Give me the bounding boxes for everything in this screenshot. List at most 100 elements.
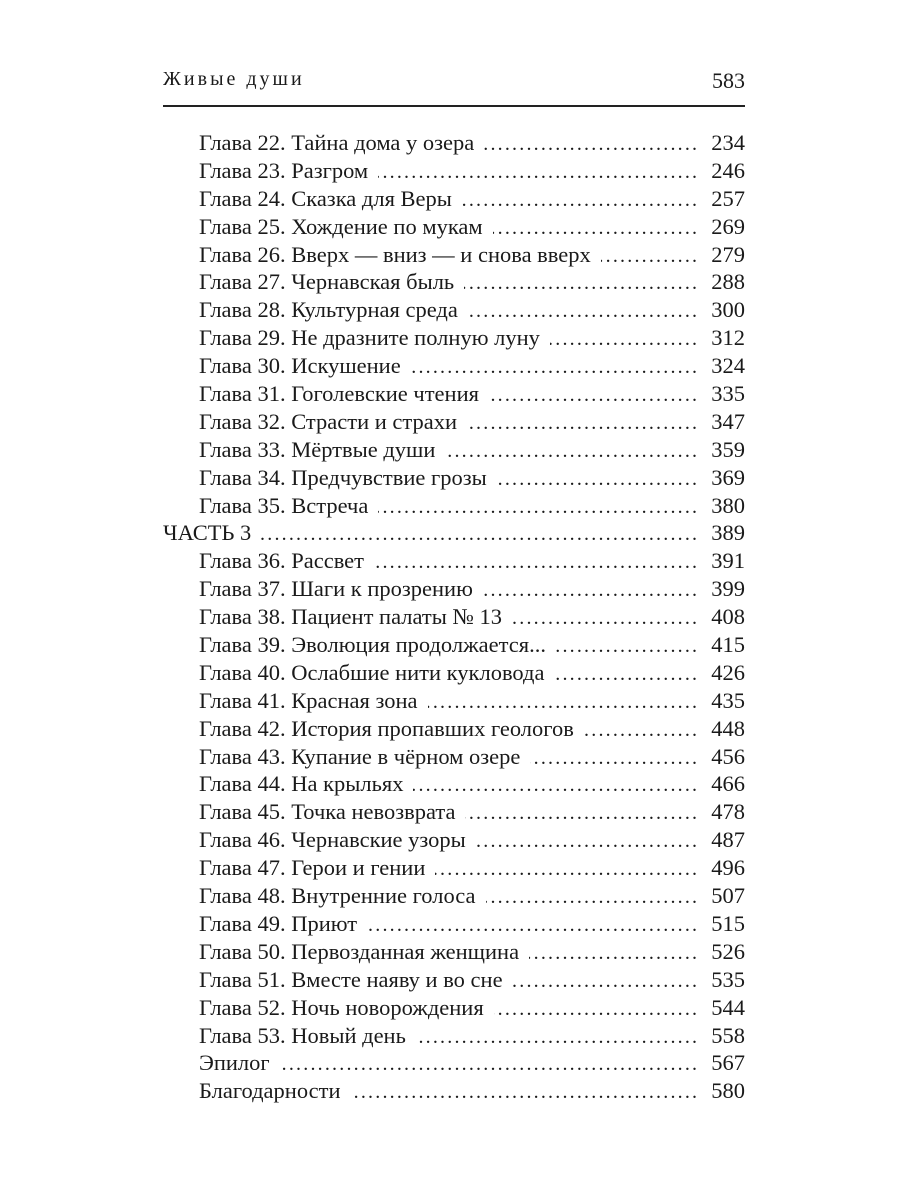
toc-entry-title: Глава 22. Тайна дома у озера — [199, 130, 475, 155]
toc-entry: Глава 40. Ослабшие нити кукловода 426 — [163, 659, 745, 687]
toc-entry-page: 487 — [711, 827, 745, 853]
header-rule — [163, 105, 745, 107]
toc-entry-title: Глава 48. Внутренние голоса — [199, 883, 476, 909]
toc-entry-title: Глава 32. Страсти и страхи — [199, 408, 458, 434]
toc-leader-dots — [476, 828, 699, 856]
toc-leader-dots — [378, 159, 699, 187]
toc-entry-page: 478 — [711, 799, 745, 825]
toc-entry: Глава 22. Тайна дома у озера 234 — [163, 129, 745, 157]
toc-entry-title: Глава 31. Гоголевские чтения — [199, 381, 479, 407]
toc-entry-title: Глава 37. Шаги к прозрению — [199, 576, 473, 602]
toc-entry-title: Глава 44. На крыльях — [199, 771, 404, 797]
toc-entry-page: 324 — [711, 353, 745, 379]
toc-leader-dots — [428, 689, 700, 717]
toc-leader-dots — [464, 270, 699, 298]
toc-entry-title: Глава 33. Мёртвые души — [199, 436, 436, 462]
toc-entry-title: Глава 52. Ночь новорождения — [199, 994, 484, 1020]
toc-leader-dots — [550, 326, 699, 354]
toc-entry-title: Глава 51. Вместе наяву и во сне — [199, 966, 503, 992]
toc-entry-title: Глава 24. Сказка для Веры — [199, 185, 452, 211]
toc-entry: Глава 34. Предчувствие грозы 369 — [163, 464, 745, 492]
toc-leader-dots — [529, 940, 699, 968]
toc-entry: Глава 50. Первозданная женщина 526 — [163, 938, 745, 966]
toc-entry: Глава 25. Хождение по мукам 269 — [163, 213, 745, 241]
toc-entry-title: Глава 30. Искушение — [199, 353, 401, 379]
toc-part-entry: ЧАСТЬ 3 389 — [163, 519, 745, 547]
toc-entry-page: 300 — [711, 297, 745, 323]
toc-entry-title: Глава 23. Разгром — [199, 157, 369, 183]
toc-entry-page: 466 — [711, 771, 745, 797]
toc-entry-title: Глава 45. Точка невозврата — [199, 799, 456, 825]
toc-entry-page: 544 — [711, 994, 745, 1020]
toc-leader-dots — [494, 996, 700, 1024]
toc-entry: Глава 43. Купание в чёрном озере 456 — [163, 743, 745, 771]
toc-entry: Глава 46. Чернавские узоры 487 — [163, 826, 745, 854]
toc-entry-title: Глава 35. Встреча — [199, 492, 369, 518]
toc-leader-dots — [413, 772, 699, 800]
toc-entry-page: 448 — [711, 715, 745, 741]
toc-entry-page: 246 — [711, 157, 745, 183]
toc-entry-page: 257 — [711, 185, 745, 211]
toc-entry-title: Глава 26. Вверх — вниз — и снова вверх — [199, 241, 591, 267]
toc-entry-title: Глава 49. Приют — [199, 910, 358, 936]
toc-leader-dots — [497, 466, 700, 494]
toc-entry: Глава 52. Ночь новорождения 544 — [163, 994, 745, 1022]
toc-leader-dots — [483, 577, 699, 605]
toc-leader-dots — [435, 856, 699, 884]
toc-entry: Благодарности 580 — [163, 1077, 745, 1105]
toc-leader-dots — [374, 549, 699, 577]
toc-entry: Глава 39. Эволюция продолжается... 415 — [163, 631, 745, 659]
toc-leader-dots — [584, 717, 699, 745]
toc-leader-dots — [351, 1079, 700, 1107]
toc-entry: Глава 53. Новый день 558 — [163, 1022, 745, 1050]
toc-entry-page: 496 — [711, 855, 745, 881]
toc-entry-title: Эпилог — [199, 1050, 270, 1076]
toc-entry: Глава 27. Чернавская быль 288 — [163, 268, 745, 296]
toc-entry-title: Глава 47. Герои и гении — [199, 855, 426, 881]
toc-entry-page: 435 — [711, 687, 745, 713]
toc-leader-dots — [378, 494, 699, 522]
toc-entry-page: 399 — [711, 576, 745, 602]
toc-leader-dots — [462, 187, 699, 215]
toc-leader-dots — [484, 131, 699, 159]
toc-entry: Глава 44. На крыльях 466 — [163, 770, 745, 798]
toc-entry-title: Глава 25. Хождение по мукам — [199, 213, 483, 239]
toc-entry-title: Глава 34. Предчувствие грозы — [199, 464, 487, 490]
toc-entry: Глава 24. Сказка для Веры 257 — [163, 185, 745, 213]
toc-leader-dots — [530, 745, 699, 773]
toc-entry-title: Глава 29. Не дразните полную луну — [199, 325, 540, 351]
page-header: Живые души 583 — [163, 68, 745, 100]
toc-leader-dots — [416, 1024, 699, 1052]
toc-entry: Глава 47. Герои и гении 496 — [163, 854, 745, 882]
toc-entry-title: Глава 40. Ослабшие нити кукловода — [199, 659, 545, 685]
toc-leader-dots — [261, 521, 699, 549]
toc-entry: Глава 42. История пропавших геологов 448 — [163, 715, 745, 743]
toc-entry: Глава 51. Вместе наяву и во сне 535 — [163, 966, 745, 994]
toc-leader-dots — [445, 438, 699, 466]
toc-entry-page: 380 — [711, 492, 745, 518]
toc-entry-page: 456 — [711, 743, 745, 769]
toc-entry-page: 234 — [711, 130, 745, 155]
toc-entry-page: 359 — [711, 436, 745, 462]
toc-entry: Глава 41. Красная зона 435 — [163, 687, 745, 715]
toc-leader-dots — [493, 215, 700, 243]
toc-entry: Глава 28. Культурная среда 300 — [163, 296, 745, 324]
running-title: Живые души — [163, 68, 305, 90]
toc-leader-dots — [465, 800, 699, 828]
toc-entry-page: 426 — [711, 659, 745, 685]
toc-entry-page: 389 — [711, 520, 745, 546]
toc-entry-title: Глава 39. Эволюция продолжается... — [199, 632, 546, 658]
toc-entry-page: 580 — [711, 1078, 745, 1104]
toc-entry-title: ЧАСТЬ 3 — [163, 520, 252, 546]
toc-entry-page: 335 — [711, 381, 745, 407]
toc-entry: Глава 29. Не дразните полную луну 312 — [163, 324, 745, 352]
toc-entry: Глава 38. Пациент палаты № 13 408 — [163, 603, 745, 631]
toc-leader-dots — [601, 243, 699, 271]
toc-entry-page: 526 — [711, 938, 745, 964]
toc-entry-page: 515 — [711, 910, 745, 936]
toc-leader-dots — [556, 633, 699, 661]
toc-leader-dots — [367, 912, 699, 940]
toc-entry-title: Глава 46. Чернавские узоры — [199, 827, 466, 853]
toc-entry-page: 369 — [711, 464, 745, 490]
toc-leader-dots — [467, 410, 699, 438]
